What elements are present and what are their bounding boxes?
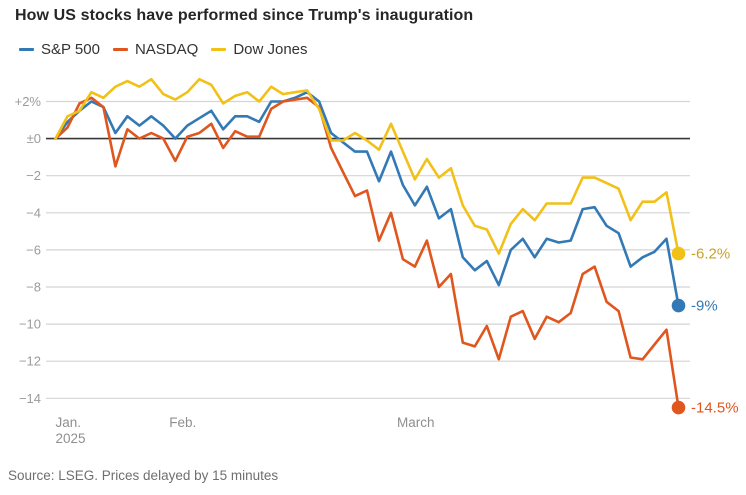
y-axis-label: −2 — [26, 168, 41, 183]
end-dot-sp500 — [671, 298, 686, 313]
end-label-dowjones: -6.2% — [691, 246, 730, 263]
line-dowjones — [54, 77, 680, 255]
x-axis-sublabel: 2025 — [56, 431, 86, 446]
y-axis-label: −8 — [26, 280, 41, 295]
x-axis-label: March — [397, 415, 435, 430]
end-dot-dowjones — [671, 246, 686, 261]
legend-item-sp500: S&P 500 — [19, 41, 100, 58]
end-label-nasdaq: -14.5% — [691, 400, 739, 417]
line-nasdaq — [54, 96, 680, 409]
line-sp500 — [54, 90, 680, 307]
source-note: Source: LSEG. Prices delayed by 15 minut… — [8, 468, 279, 483]
y-axis-label: ±0 — [27, 131, 41, 146]
legend-swatch-nasdaq — [112, 48, 128, 51]
x-axis-label: Feb. — [169, 415, 196, 430]
chart-title: How US stocks have performed since Trump… — [15, 7, 474, 24]
end-label-sp500: -9% — [691, 298, 718, 315]
legend-swatch-dowjones — [211, 48, 227, 51]
y-axis-label: −14 — [19, 391, 41, 406]
y-axis-label: −12 — [19, 354, 41, 369]
legend-item-dowjones: Dow Jones — [211, 41, 308, 58]
y-axis-label: −4 — [26, 205, 41, 220]
legend-label-sp500: S&P 500 — [41, 41, 100, 58]
y-axis-label: −6 — [26, 242, 41, 257]
legend: S&P 500 NASDAQ Dow Jones — [19, 41, 308, 58]
y-axis-label: +2% — [15, 94, 42, 109]
legend-label-dowjones: Dow Jones — [233, 41, 308, 58]
x-axis-label: Jan. — [56, 415, 82, 430]
y-axis-label: −10 — [19, 317, 41, 332]
legend-label-nasdaq: NASDAQ — [134, 41, 199, 58]
end-dot-nasdaq — [671, 400, 686, 415]
legend-item-nasdaq: NASDAQ — [112, 41, 199, 58]
legend-swatch-sp500 — [19, 48, 34, 51]
